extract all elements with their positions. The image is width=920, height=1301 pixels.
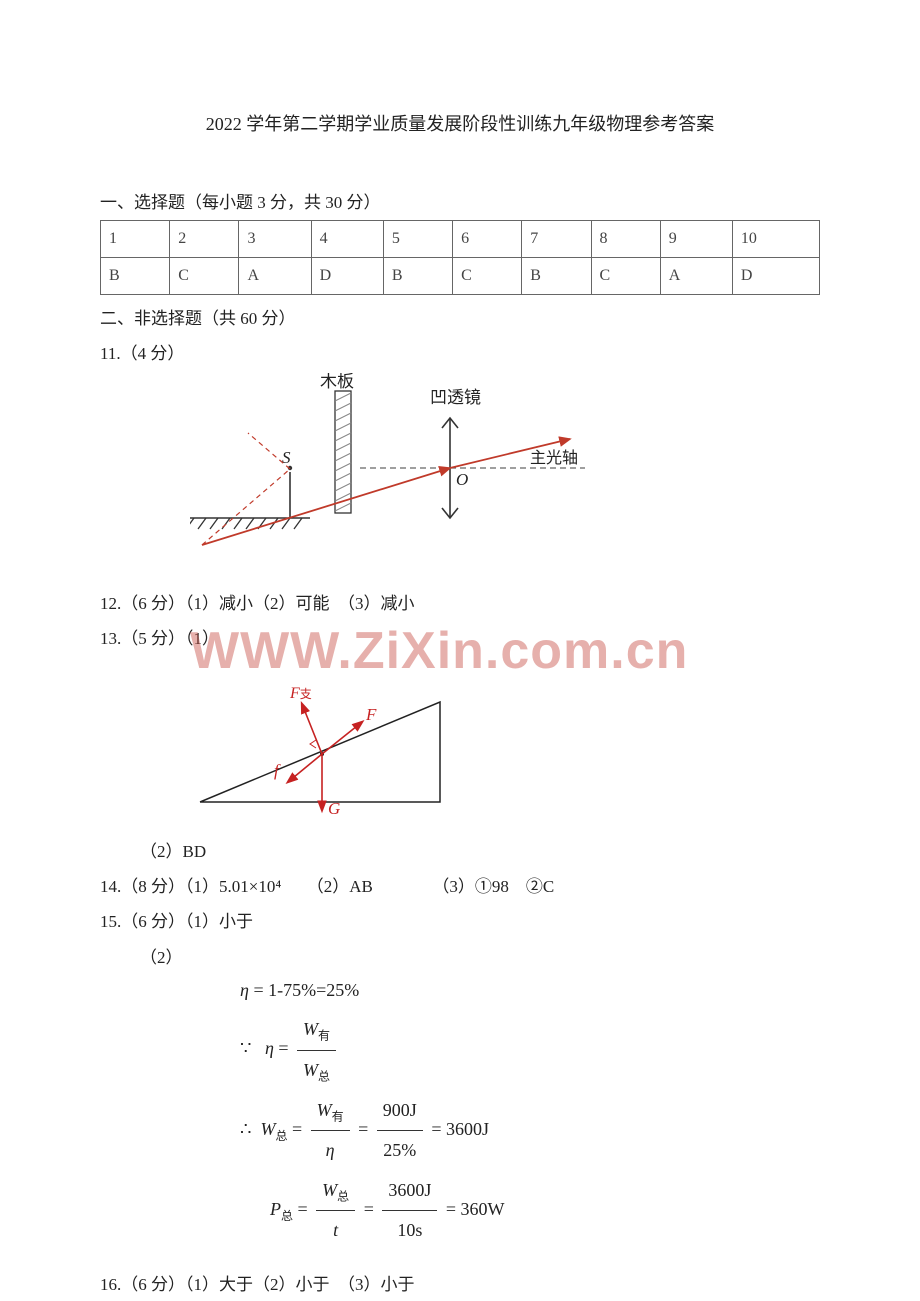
eta-frac-line: ∵ η = W有 W总: [240, 1010, 820, 1090]
eta-line: η = 1-75%=25%: [240, 971, 820, 1011]
p-rhs: = 360W: [446, 1199, 505, 1219]
cell: 6: [453, 220, 522, 257]
p-total-line: P总 = W总 t = 3600J 10s = 360W: [270, 1171, 820, 1251]
board-hatch: [335, 393, 351, 511]
incline-svg: F支 F f G: [190, 652, 450, 822]
cell: B: [522, 257, 591, 294]
section-1-heading: 一、选择题（每小题 3 分，共 30 分）: [100, 189, 820, 216]
cell: 7: [522, 220, 591, 257]
q15-label: 15.（6 分）（1）小于: [100, 908, 820, 935]
q13-diagram: F支 F f G: [190, 652, 820, 830]
formula-block: η = 1-75%=25% ∵ η = W有 W总 ∴ W总 = W有 η = …: [240, 971, 820, 1251]
table-row: 1 2 3 4 5 6 7 8 9 10: [101, 220, 820, 257]
therefore-symbol: ∴: [240, 1119, 251, 1139]
q11-diagram: 木板 凹透镜 主光轴 O: [190, 373, 820, 581]
cell: 9: [660, 220, 732, 257]
s-label: S: [282, 448, 291, 467]
red-ray-1: [202, 468, 450, 545]
force-g-label: G: [328, 799, 340, 818]
cell: D: [311, 257, 383, 294]
q13-label: 13.（5 分）（1）: [100, 625, 820, 652]
red-dash-1: [202, 469, 290, 545]
angle-mark: [310, 740, 316, 748]
force-friction-label: f: [274, 761, 281, 780]
num-900j: 900J: [377, 1091, 423, 1132]
num-3600j: 3600J: [382, 1171, 437, 1212]
cell: C: [170, 257, 239, 294]
board-label: 木板: [320, 373, 354, 391]
cell: A: [239, 257, 311, 294]
axis-label: 主光轴: [530, 449, 578, 467]
force-n-label: F支: [289, 685, 312, 702]
incline-triangle: [200, 702, 440, 802]
force-f-up: [322, 722, 362, 754]
section-2-heading: 二、非选择题（共 60 分）: [100, 305, 820, 332]
cell: 4: [311, 220, 383, 257]
cell: C: [591, 257, 660, 294]
q13-part2: （2）BD: [140, 838, 820, 865]
answer-table: 1 2 3 4 5 6 7 8 9 10 B C A D B C B C A D: [100, 220, 820, 295]
frac-p2: 3600J 10s: [382, 1171, 437, 1251]
q12: 12.（6 分）（1）减小（2）可能 （3）减小: [100, 590, 820, 617]
q16: 16.（6 分）（1）大于（2）小于 （3）小于: [100, 1271, 820, 1298]
lens-label: 凹透镜: [430, 388, 481, 407]
w-rhs: = 3600J: [431, 1119, 489, 1139]
o-label: O: [456, 470, 468, 489]
cell: 3: [239, 220, 311, 257]
w-total-line: ∴ W总 = W有 η = 900J 25% = 3600J: [240, 1091, 820, 1171]
optics-svg: 木板 凹透镜 主光轴 O: [190, 373, 610, 573]
cell: 5: [383, 220, 452, 257]
q15-part2-label: （2）: [140, 944, 183, 971]
force-f-label: F: [365, 705, 377, 724]
cell: B: [383, 257, 452, 294]
den-10s: 10s: [382, 1211, 437, 1251]
cell: C: [453, 257, 522, 294]
cell: D: [732, 257, 819, 294]
frac-w2: 900J 25%: [377, 1091, 423, 1171]
frac-p1: W总 t: [316, 1171, 355, 1251]
cell: B: [101, 257, 170, 294]
q14: 14.（8 分）（1）5.01×10⁴ （2）AB （3）①98 ②C: [100, 873, 820, 900]
because-symbol: ∵: [240, 1039, 251, 1059]
den-25: 25%: [377, 1131, 423, 1171]
eta-eq: = 1-75%=25%: [253, 980, 359, 1000]
cell: 8: [591, 220, 660, 257]
table-row: B C A D B C B C A D: [101, 257, 820, 294]
force-n: [302, 704, 322, 754]
frac-w1: W有 η: [311, 1091, 350, 1171]
cell: 1: [101, 220, 170, 257]
cell: 10: [732, 220, 819, 257]
doc-title: 2022 学年第二学期学业质量发展阶段性训练九年级物理参考答案: [100, 110, 820, 139]
cell: A: [660, 257, 732, 294]
frac-eta: W有 W总: [297, 1010, 336, 1090]
cell: 2: [170, 220, 239, 257]
q11-label: 11.（4 分）: [100, 340, 820, 367]
page: 2022 学年第二学期学业质量发展阶段性训练九年级物理参考答案 一、选择题（每小…: [0, 0, 920, 1301]
